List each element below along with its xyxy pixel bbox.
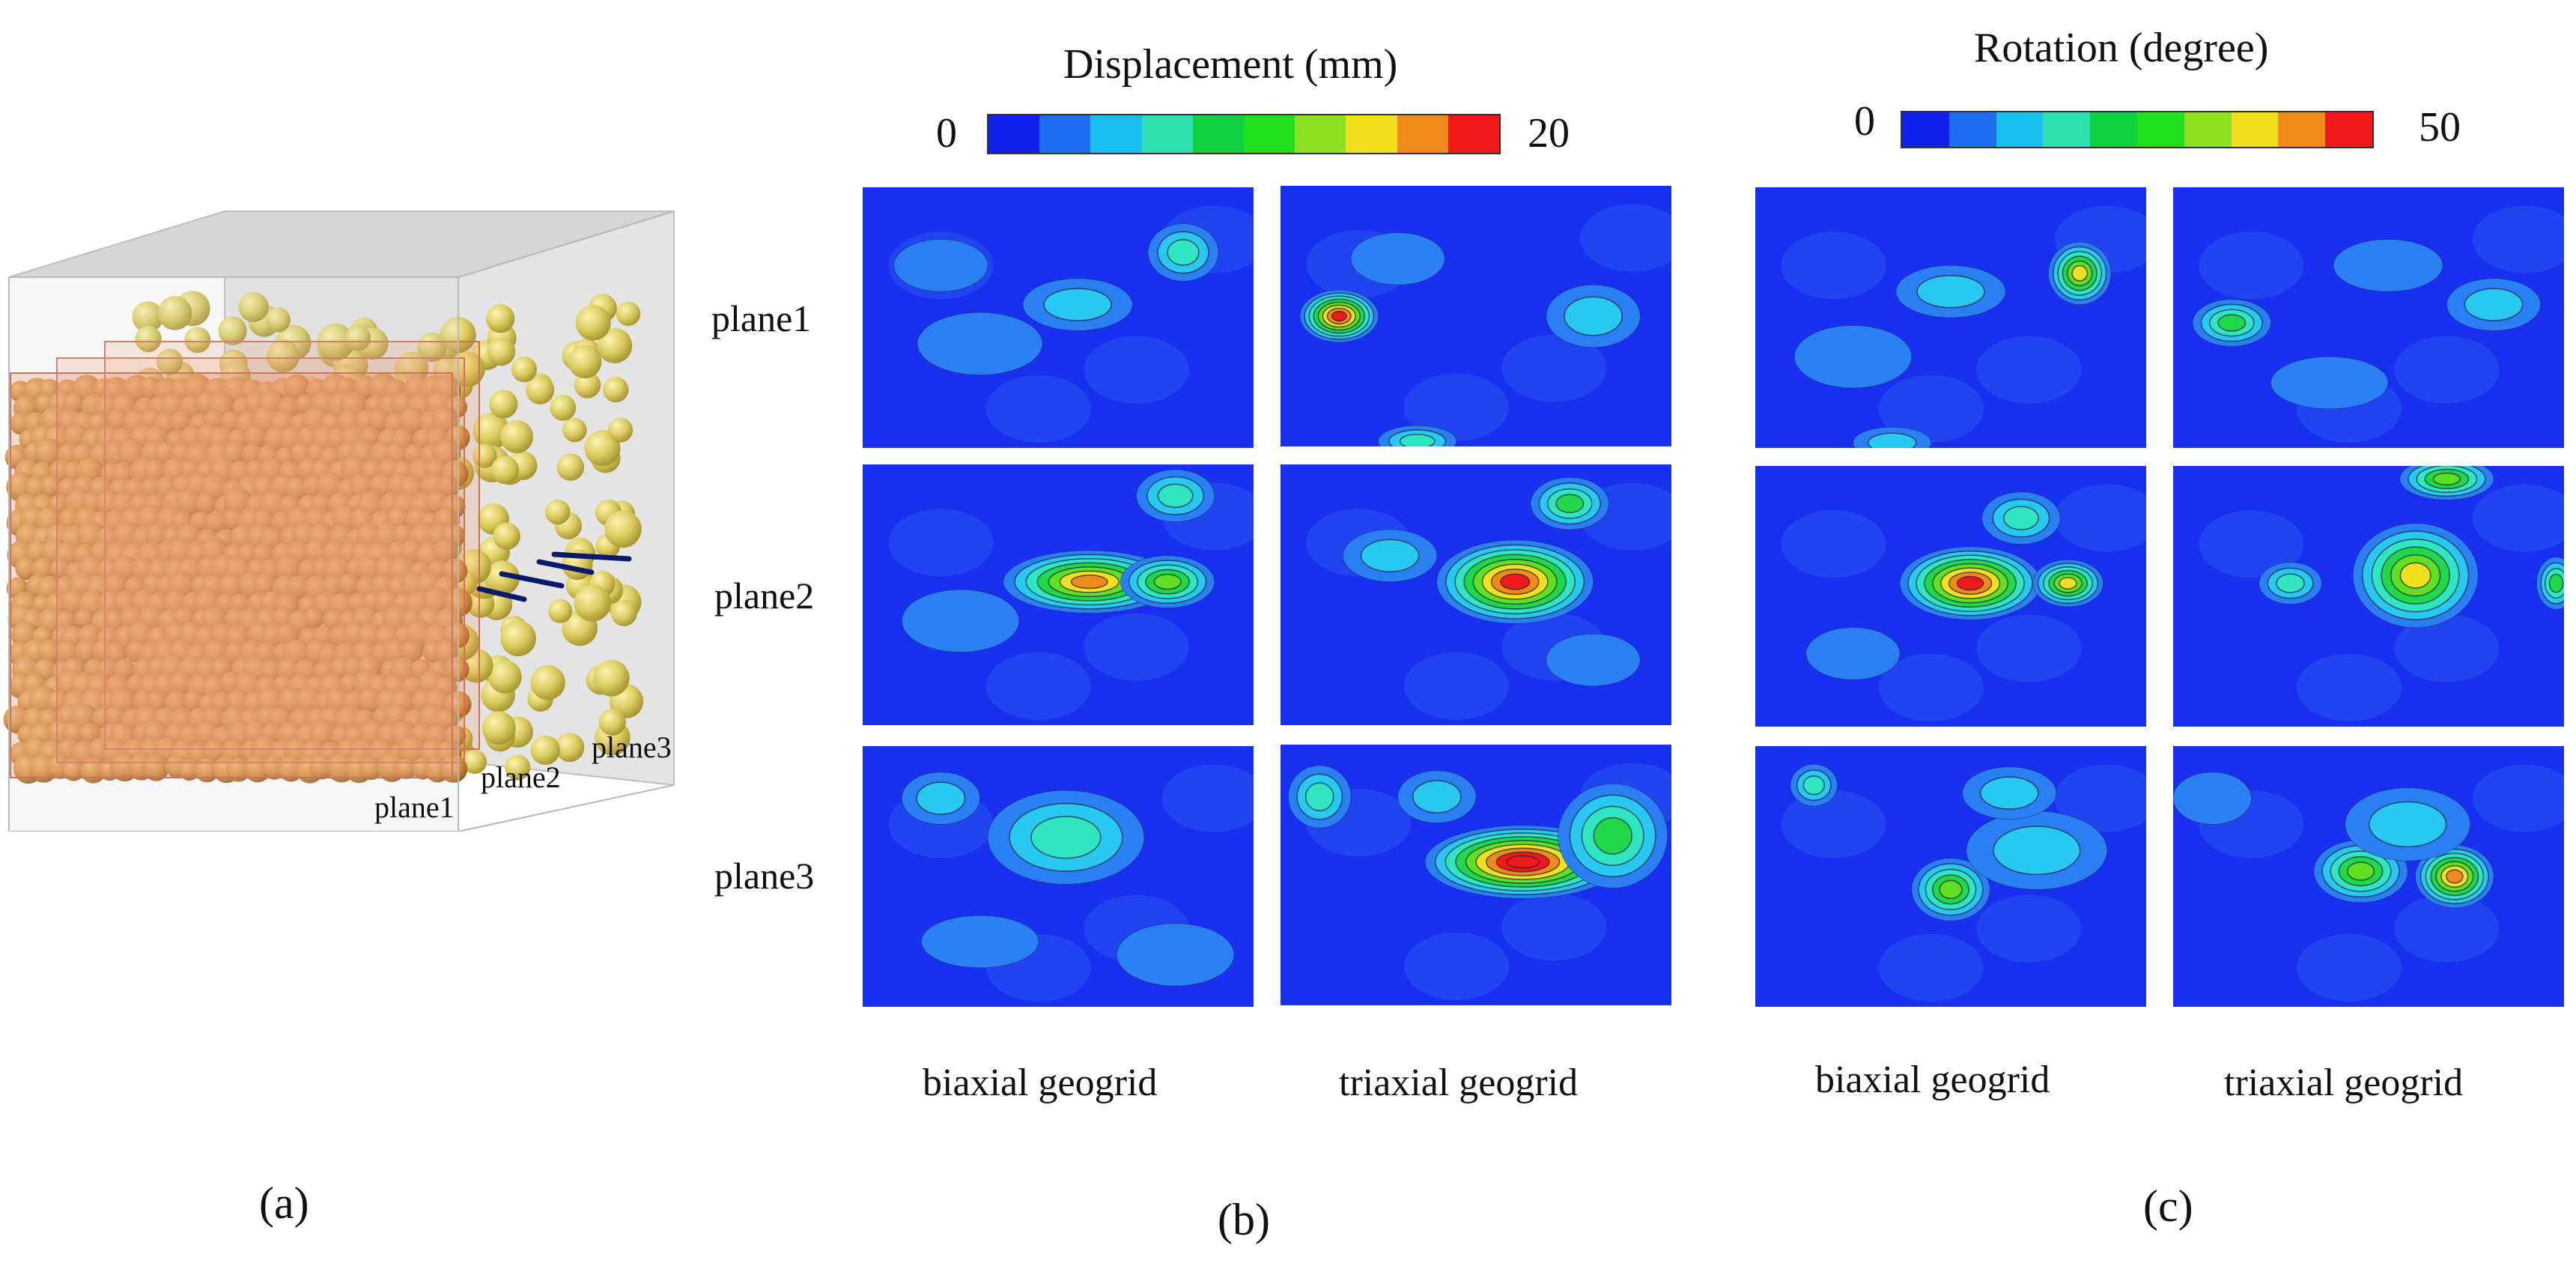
colorbar-segment (2043, 112, 2091, 147)
colorbar-segment (1141, 115, 1193, 153)
colorbar-segment (1397, 115, 1448, 153)
column-label-displacement-triaxial: triaxial geogrid (1339, 1061, 1579, 1104)
rotation-scale-min: 0 (1854, 98, 1875, 145)
contour-rotation-biaxial-plane2 (1755, 466, 2146, 727)
colorbar-segment (1039, 115, 1091, 153)
colorbar-segment (2184, 112, 2232, 147)
row-label-plane1: plane1 (711, 297, 812, 339)
contour-rotation-triaxial-plane1 (2173, 187, 2564, 448)
colorbar-segment (2231, 112, 2279, 147)
cutting-plane-1 (10, 372, 453, 778)
colorbar-segment (2090, 112, 2137, 147)
contour-displacement-triaxial-plane3 (1281, 745, 1671, 1005)
contour-displacement-biaxial-plane2 (863, 464, 1254, 725)
contour-displacement-biaxial-plane1 (863, 187, 1254, 448)
colorbar-segment (1902, 112, 1949, 147)
colorbar-segment (1346, 115, 1397, 153)
column-label-rotation-triaxial: triaxial geogrid (2224, 1061, 2464, 1104)
contour-displacement-biaxial-plane3 (863, 746, 1254, 1007)
contour-rotation-triaxial-plane2 (2173, 466, 2564, 727)
colorbar-segment (1948, 112, 1996, 147)
particle-model-illustration (3, 211, 675, 832)
plane-label-2: plane2 (481, 760, 561, 794)
panel-label-b: (b) (1218, 1195, 1270, 1244)
colorbar-segment (2136, 112, 2184, 147)
cutting-plane-2 (56, 357, 465, 763)
displacement-scale-max: 20 (1528, 110, 1570, 157)
colorbar-segment (1996, 112, 2044, 147)
colorbar-segment (1192, 115, 1245, 153)
colorbar-segment (1244, 115, 1295, 153)
plane-label-1: plane1 (374, 790, 455, 824)
particle-model-figure (0, 202, 696, 832)
rotation-colorbar (1901, 111, 2374, 148)
rotation-title: Rotation (degree) (1974, 25, 2269, 71)
displacement-title: Displacement (mm) (1063, 41, 1398, 88)
cutting-plane-3 (104, 341, 480, 750)
displacement-scale-min: 0 (936, 110, 957, 157)
column-label-rotation-biaxial: biaxial geogrid (1815, 1058, 2050, 1101)
colorbar-segment (2325, 112, 2372, 147)
contour-displacement-triaxial-plane2 (1281, 464, 1671, 725)
panel-label-a: (a) (259, 1178, 309, 1228)
contour-rotation-triaxial-plane3 (2173, 746, 2564, 1007)
colorbar-segment (1295, 115, 1346, 153)
colorbar-segment (2278, 112, 2326, 147)
panel-label-c: (c) (2143, 1181, 2193, 1231)
colorbar-segment (1448, 115, 1500, 153)
contour-rotation-biaxial-plane3 (1755, 746, 2146, 1007)
colorbar-segment (1090, 115, 1142, 153)
row-label-plane2: plane2 (714, 575, 815, 617)
column-label-displacement-biaxial: biaxial geogrid (923, 1061, 1158, 1104)
contour-displacement-triaxial-plane1 (1281, 186, 1671, 446)
colorbar-segment (988, 115, 1040, 153)
rotation-scale-max: 50 (2419, 104, 2461, 151)
row-label-plane3: plane3 (714, 855, 815, 897)
contour-rotation-biaxial-plane1 (1755, 187, 2146, 448)
plane-label-3: plane3 (592, 730, 672, 764)
geogrid-rods (476, 551, 632, 602)
particles-front (3, 372, 473, 784)
displacement-colorbar (987, 114, 1501, 154)
